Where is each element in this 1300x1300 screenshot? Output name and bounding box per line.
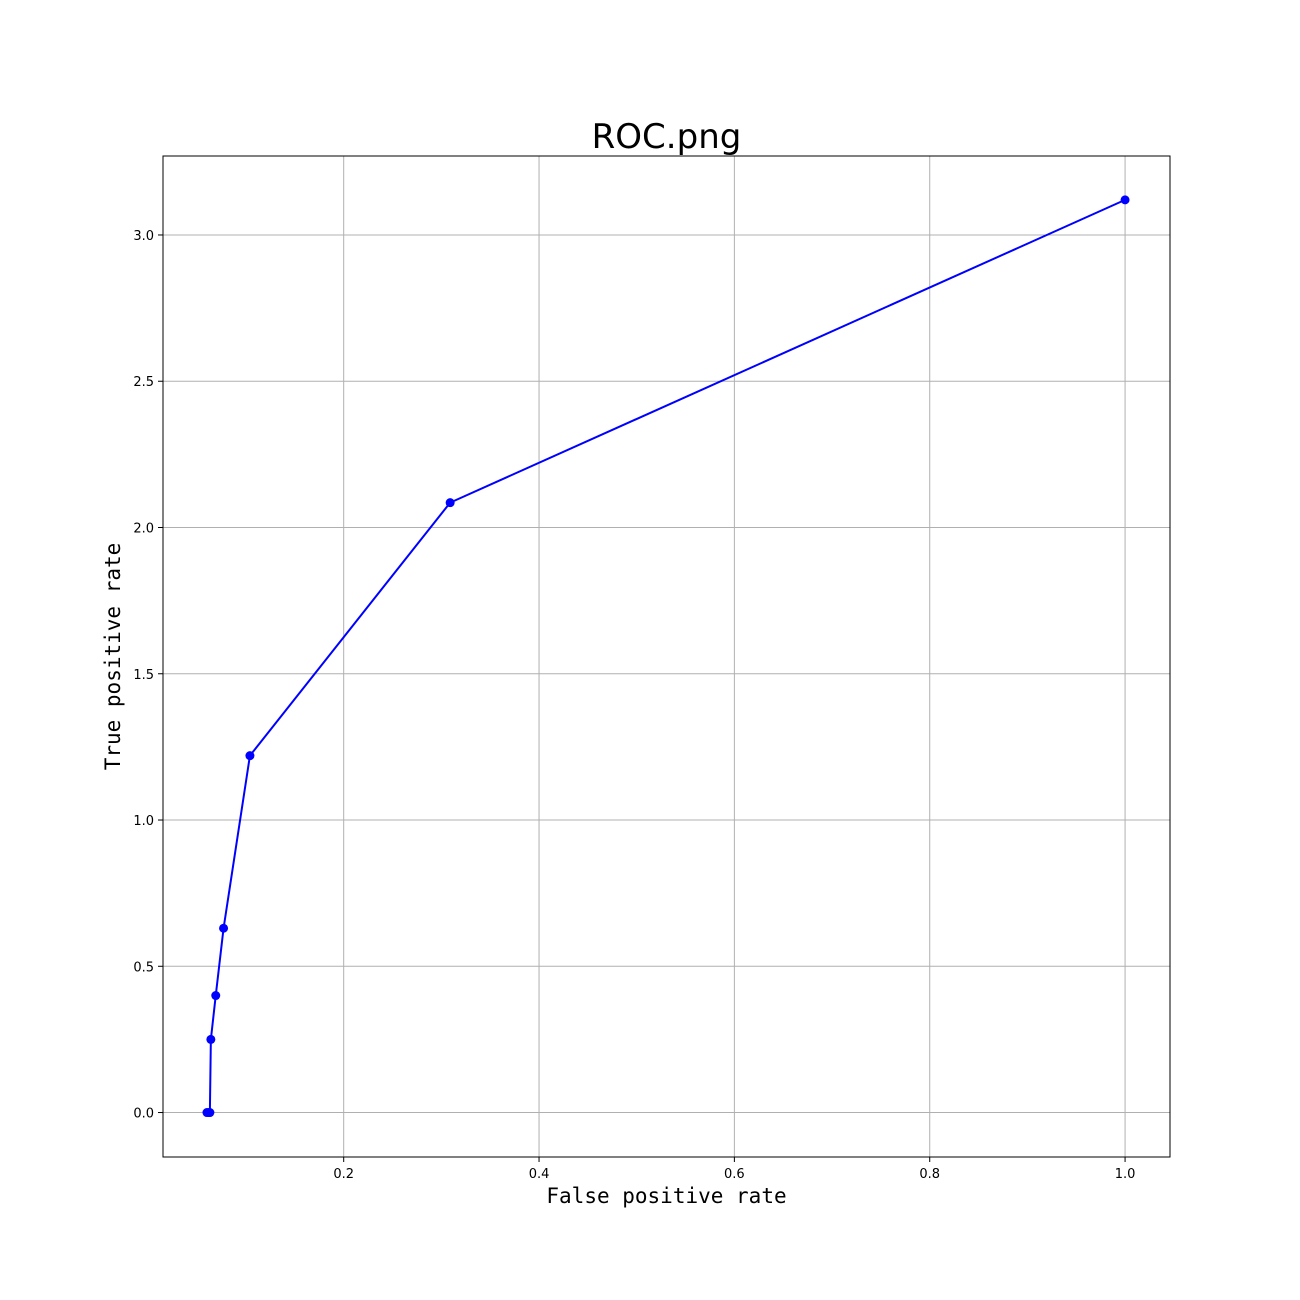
x-tick-label: 0.8 (919, 1167, 940, 1182)
x-axis-ticks: 0.2 0.4 0.6 0.8 1.0 (333, 1157, 1135, 1182)
roc-data-point (1120, 195, 1130, 205)
y-tick-label: 2.0 (133, 521, 154, 536)
y-tick-label: 2.5 (133, 375, 154, 390)
x-tick-label: 0.6 (724, 1167, 745, 1182)
y-axis-ticks: 0.0 0.5 1.0 1.5 2.0 2.5 3.0 (133, 229, 163, 1122)
y-tick-label: 1.5 (133, 668, 154, 683)
y-axis-label: True positive rate (101, 543, 125, 771)
x-tick-label: 0.2 (333, 1167, 354, 1182)
plot-frame (162, 155, 1171, 1158)
chart-title: ROC.png (592, 117, 742, 157)
roc-data-point (245, 751, 255, 761)
roc-curve-line (206, 198, 1126, 1114)
y-tick-label: 0.5 (133, 960, 154, 975)
roc-data-point (205, 1108, 215, 1118)
grid (163, 156, 1170, 1157)
y-tick-label: 0.0 (133, 1107, 154, 1122)
series (202, 195, 1130, 1118)
x-tick-label: 0.4 (529, 1167, 550, 1182)
x-axis-label: False positive rate (546, 1184, 786, 1208)
roc-data-point (219, 923, 229, 933)
roc-data-point (211, 991, 221, 1001)
roc-data-point (445, 498, 455, 508)
y-tick-label: 3.0 (133, 229, 154, 244)
roc-data-point (206, 1034, 216, 1044)
x-tick-label: 1.0 (1115, 1167, 1136, 1182)
y-tick-label: 1.0 (133, 814, 154, 829)
